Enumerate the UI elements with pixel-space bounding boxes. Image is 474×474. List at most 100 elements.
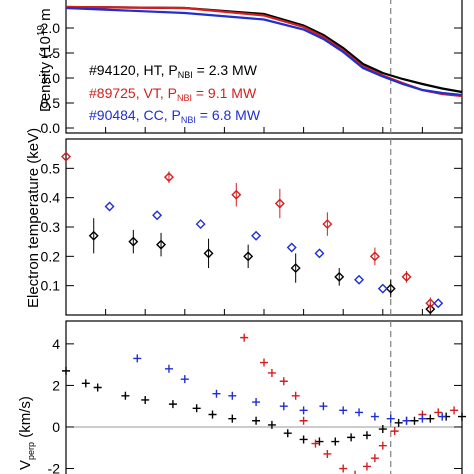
temperature-plot-frame	[65, 138, 463, 316]
vperp-point-94120	[410, 416, 419, 425]
legend-entry-94120: #94120, HT, PNBI = 2.3 MW	[89, 62, 258, 80]
te-point-94120	[128, 236, 139, 247]
vperp-point-94120	[208, 410, 217, 419]
vperp-point-94120	[93, 383, 102, 392]
vperp-point-94120	[458, 412, 466, 421]
vperp-point-90484	[228, 391, 237, 400]
vperp-point-94120	[299, 435, 308, 444]
vperp-point-90484	[279, 402, 288, 411]
vperp-point-89725	[240, 333, 249, 342]
density-panel: 0.0 0.5 1.0 1.5 2.0 Density (1019 m #94120, …	[36, 0, 463, 136]
vperp-point-89725	[434, 408, 443, 417]
te-point-94120	[290, 263, 301, 274]
te-point-89725	[163, 172, 174, 183]
vperp-point-90484	[319, 402, 328, 411]
vperp-point-89725	[339, 464, 348, 473]
te-point-90484	[433, 298, 444, 309]
vperp-point-89725	[279, 377, 288, 386]
te-point-94120	[243, 251, 254, 262]
y-tick-label: 2.0	[41, 20, 61, 36]
vperp-point-94120	[121, 391, 130, 400]
vperp-point-94120	[168, 400, 177, 409]
y-tick-label: 4	[52, 336, 60, 352]
te-point-90484	[354, 274, 365, 285]
y-tick-label: 0.5	[41, 95, 61, 111]
vperp-ylabel: Vperp (km/s)	[17, 396, 36, 470]
y-tick-label: 0	[52, 419, 60, 435]
vperp-point-94120	[192, 404, 201, 413]
te-point-90484	[195, 219, 206, 230]
vperp-point-94120	[283, 429, 292, 438]
te-point-90484	[314, 248, 325, 259]
electron-temperature-panel: 0.1 0.2 0.3 0.4 0.5 Electron temperature (ke…	[25, 128, 463, 316]
vperp-point-90484	[402, 416, 411, 425]
vperp-point-90484	[164, 364, 173, 373]
vperp-point-89725	[370, 454, 379, 463]
y-tick-label: 0.1	[41, 278, 61, 294]
vperp-point-90484	[339, 406, 348, 415]
vperp-point-90484	[355, 408, 364, 417]
y-tick-label: 0.3	[41, 219, 61, 235]
density-legend: #94120, HT, PNBI = 2.3 MW #89725, VT, PN…	[89, 62, 261, 125]
vperp-point-89725	[354, 470, 356, 474]
vperp-point-94120	[267, 420, 276, 429]
vperp-point-89725	[291, 391, 300, 400]
y-tick-label: 0.5	[41, 160, 61, 176]
te-point-89725	[401, 271, 412, 282]
te-point-94120	[156, 239, 167, 250]
legend-entry-89725: #89725, VT, PNBI = 9.1 MW	[89, 85, 257, 103]
vperp-point-89725	[260, 358, 268, 367]
y-tick-label: 1.0	[41, 70, 61, 86]
vperp-point-89725	[362, 462, 371, 471]
te-point-94120	[203, 248, 214, 259]
vperp-point-94120	[252, 416, 261, 425]
vperp-point-94120	[62, 366, 70, 375]
vperp-point-89725	[299, 416, 308, 425]
vperp-point-90484	[386, 414, 395, 423]
y-tick-label: 0.2	[41, 248, 61, 264]
vperp-point-94120	[347, 433, 356, 442]
vperp-point-94120	[228, 414, 237, 423]
te-point-89725	[61, 151, 71, 162]
density-line-94120	[65, 5, 463, 94]
vperp-point-94120	[394, 418, 403, 427]
vperp-point-89725	[450, 406, 459, 415]
vperp-panel: -2 0 2 4 Vperp (km/s)	[17, 320, 466, 474]
vperp-point-89725	[311, 439, 320, 448]
te-point-90484	[104, 201, 115, 212]
vperp-point-90484	[133, 354, 142, 363]
te-point-89725	[322, 219, 333, 230]
density-line-90484	[65, 6, 463, 97]
vperp-point-94120	[426, 414, 435, 423]
te-point-90484	[286, 242, 297, 253]
vperp-point-89725	[267, 368, 276, 377]
te-point-89725	[274, 198, 285, 209]
te-point-89725	[425, 298, 436, 309]
temperature-ylabel: Electron temperature (keV)	[25, 128, 42, 308]
vperp-point-90484	[370, 412, 379, 421]
te-point-94120	[334, 271, 345, 282]
vperp-point-94120	[378, 425, 387, 434]
te-point-90484	[152, 210, 163, 221]
te-point-89725	[231, 189, 242, 200]
te-point-94120	[385, 283, 396, 294]
legend-entry-90484: #90484, CC, PNBI = 6.8 MW	[89, 107, 261, 125]
te-point-94120	[88, 230, 99, 241]
vperp-point-90484	[438, 412, 447, 421]
y-tick-label: 1.5	[41, 45, 61, 61]
vperp-point-94120	[141, 395, 150, 404]
y-tick-label: 2	[52, 377, 60, 393]
te-point-94120	[425, 304, 436, 315]
vperp-point-94120	[331, 437, 340, 446]
y-tick-label: 0.4	[41, 190, 61, 206]
vperp-point-90484	[252, 398, 261, 407]
y-tick-label: -2	[48, 461, 61, 474]
y-tick-label: 0.0	[41, 120, 61, 136]
vperp-point-90484	[180, 375, 189, 384]
vperp-point-90484	[212, 389, 221, 398]
density-ylabel: Density (1019 m	[36, 8, 54, 112]
vperp-point-89725	[390, 427, 399, 436]
vperp-point-90484	[299, 406, 308, 415]
te-point-90484	[377, 283, 388, 294]
